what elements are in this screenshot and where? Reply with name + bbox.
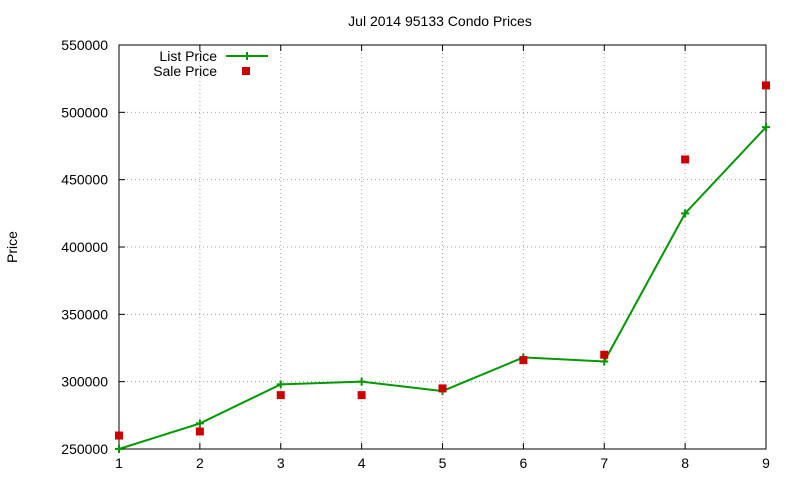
sale-price-point <box>762 81 770 90</box>
y-tick-label: 450000 <box>61 172 108 188</box>
x-tick-label: 9 <box>762 455 770 471</box>
list-price-point <box>357 377 366 386</box>
sale-price-point <box>195 427 204 436</box>
y-tick-label: 250000 <box>61 441 108 457</box>
x-tick-label: 2 <box>196 455 204 471</box>
sale-price-point <box>115 431 123 440</box>
list-price-point <box>600 357 609 366</box>
x-tick-label: 6 <box>519 455 527 471</box>
sale-price-point <box>438 384 447 393</box>
chart-title: Jul 2014 95133 Condo Prices <box>348 13 532 29</box>
sale-price-point <box>357 391 366 400</box>
y-tick-label: 400000 <box>61 239 108 255</box>
legend: List Price Sale Price <box>153 48 268 79</box>
y-axis-label: Price <box>4 231 20 263</box>
list-price-point <box>115 445 123 453</box>
legend-marker-list-price <box>243 52 251 60</box>
y-tick-label: 500000 <box>61 104 108 120</box>
y-tick-label: 300000 <box>61 374 108 390</box>
legend-label-sale-price: Sale Price <box>153 63 217 79</box>
y-tick-label: 550000 <box>61 37 108 53</box>
x-tick-label: 7 <box>600 455 608 471</box>
sale-price-point <box>600 350 609 359</box>
legend-marker-sale-price <box>242 67 250 75</box>
legend-label-list-price: List Price <box>159 48 217 64</box>
sale-price-point <box>681 155 690 164</box>
y-tick-label: 350000 <box>61 306 108 322</box>
sale-price-point <box>276 391 285 400</box>
axis-ticks: 1 2 3 4 5 6 7 8 9 250000 300000 350000 400000 450000 5… <box>61 37 770 471</box>
x-tick-label: 4 <box>358 455 366 471</box>
list-price-point <box>681 209 690 218</box>
x-tick-label: 8 <box>681 455 689 471</box>
x-tick-label: 1 <box>115 455 123 471</box>
list-price-point <box>762 123 770 132</box>
list-price-point <box>276 380 285 389</box>
x-tick-label: 5 <box>439 455 447 471</box>
series-line-list-price <box>118 126 767 450</box>
list-price-point <box>195 419 204 428</box>
series-layer <box>115 81 770 453</box>
sale-price-point <box>519 356 528 365</box>
x-tick-label: 3 <box>277 455 285 471</box>
